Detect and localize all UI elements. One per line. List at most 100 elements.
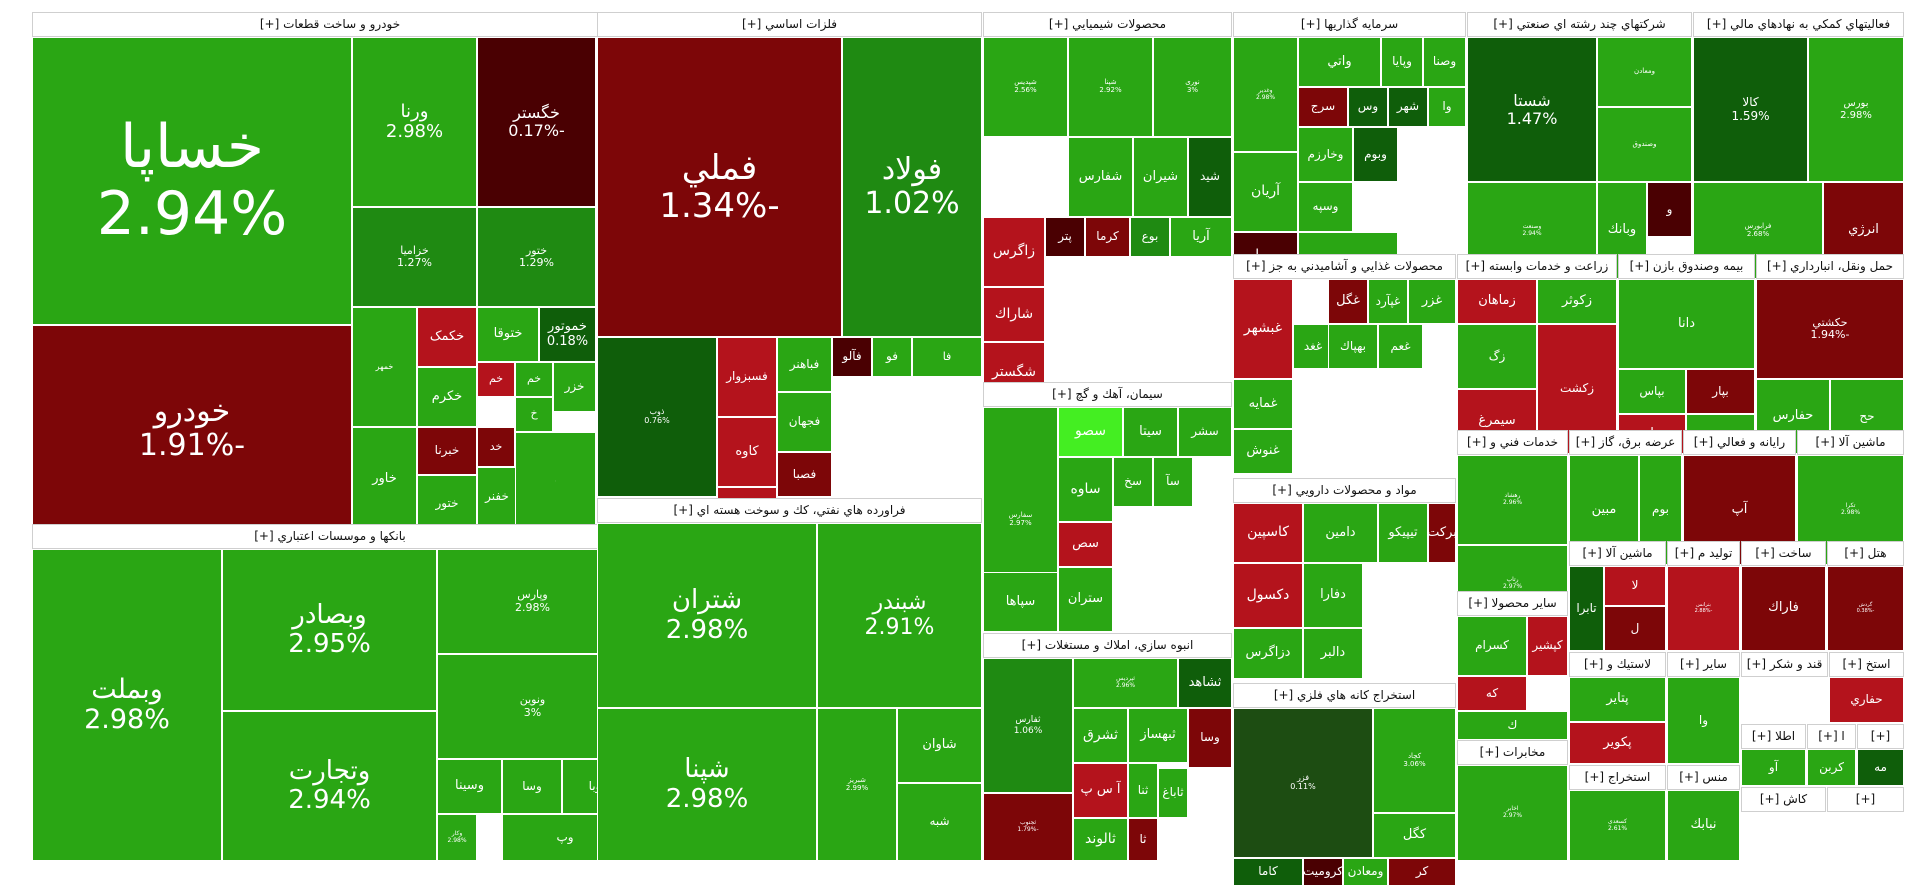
stock-tile[interactable]: فباهنر — [777, 337, 832, 392]
stock-tile[interactable]: ثجنوب -1.79% — [983, 793, 1073, 861]
stock-tile[interactable]: دالبر — [1303, 628, 1363, 679]
sector-header[interactable]: حمل ونقل، انبارداري [+] — [1756, 254, 1904, 279]
stock-tile[interactable]: بپار — [1686, 369, 1755, 414]
stock-tile[interactable]: كسرام — [1457, 616, 1527, 676]
stock-tile[interactable]: زاگرس — [983, 217, 1045, 287]
sector-header[interactable]: ماشين آلا [+] — [1569, 541, 1666, 566]
sector-header[interactable]: ا [+] — [1807, 724, 1856, 749]
stock-tile[interactable]: زگ — [1457, 324, 1537, 389]
stock-tile[interactable]: خد — [477, 427, 515, 467]
sector-header[interactable]: هتل [+] — [1827, 541, 1904, 566]
stock-tile[interactable]: دامين — [1303, 503, 1378, 563]
stock-tile[interactable]: سرج — [1298, 87, 1348, 127]
stock-tile[interactable]: مه — [1857, 749, 1904, 786]
sector-header[interactable]: كاش [+] — [1741, 787, 1826, 812]
stock-tile[interactable]: خکمک — [417, 307, 477, 367]
stock-tile[interactable]: كه — [1457, 676, 1527, 711]
sector-header[interactable]: فراورده هاي نفتي، كك و سوخت هسته اي [+] — [597, 498, 982, 523]
stock-tile[interactable]: خودرو -1.91% — [32, 325, 352, 532]
stock-tile[interactable]: وپارس 2.98% — [437, 549, 628, 654]
sector-header[interactable]: [+] — [1857, 724, 1904, 749]
sector-header[interactable]: استخراج [+] — [1569, 765, 1666, 790]
stock-tile[interactable]: خفنر — [477, 467, 517, 527]
stock-tile[interactable]: حكشتي -1.94% — [1756, 279, 1904, 379]
sector-header[interactable]: استخراج كانه هاي فلزي [+] — [1233, 683, 1456, 708]
stock-tile[interactable]: شبريز 2.99% — [817, 708, 897, 861]
stock-tile[interactable]: خساپا 2.94% — [32, 37, 352, 325]
stock-tile[interactable]: خاور — [352, 427, 417, 532]
stock-tile[interactable]: فسبزوار — [717, 337, 777, 417]
sector-header[interactable]: سرمايه گذاريها [+] — [1233, 12, 1466, 37]
stock-tile[interactable]: تيپيكو — [1378, 503, 1428, 563]
sector-header[interactable]: رايانه و فعالي [+] — [1683, 430, 1796, 455]
stock-tile[interactable]: خزر — [553, 362, 596, 412]
stock-tile[interactable]: كگل — [1373, 813, 1456, 858]
stock-tile[interactable]: ختور 1.29% — [477, 207, 596, 307]
sector-header[interactable]: ساير محصولا [+] — [1457, 591, 1568, 616]
stock-tile[interactable]: غنوش — [1233, 429, 1293, 474]
stock-tile[interactable]: کاوه — [717, 417, 777, 487]
stock-tile[interactable]: سص — [1058, 522, 1113, 567]
stock-tile[interactable]: دكسول — [1233, 563, 1303, 628]
stock-tile[interactable]: بترانس -2.88% — [1667, 566, 1740, 651]
stock-tile[interactable]: شيران — [1133, 137, 1188, 217]
stock-tile[interactable]: وخارزم — [1298, 127, 1353, 182]
sector-header[interactable]: عرضه برق، گاز [+] — [1569, 430, 1682, 455]
sector-header[interactable]: انبوه سازي، املاك و مستغلات [+] — [983, 633, 1232, 658]
stock-tile[interactable]: شبندر 2.91% — [817, 523, 982, 708]
stock-tile[interactable]: وپايا — [1381, 37, 1423, 87]
stock-tile[interactable]: خ — [515, 397, 553, 432]
stock-tile[interactable]: ثپردیس 2.96% — [1073, 658, 1178, 708]
stock-tile[interactable]: خبرنا — [417, 427, 477, 475]
sector-header[interactable]: بانكها و موسسات اعتباري [+] — [32, 524, 628, 549]
sector-header[interactable]: استخ [+] — [1829, 652, 1904, 677]
stock-tile[interactable]: وکار 2.98% — [437, 814, 477, 861]
stock-tile[interactable]: شستا 1.47% — [1467, 37, 1597, 182]
stock-tile[interactable]: فاراك — [1741, 566, 1826, 651]
stock-tile[interactable]: دانا — [1618, 279, 1755, 369]
stock-tile[interactable]: شاوان — [897, 708, 982, 783]
sector-header[interactable]: قند و شكر [+] — [1741, 652, 1828, 677]
stock-tile[interactable]: ثبهساز — [1128, 708, 1188, 763]
stock-tile[interactable]: شپنا 2.98% — [597, 708, 817, 861]
sector-header[interactable]: بيمه وصندوق بازن [+] — [1618, 254, 1755, 279]
stock-tile[interactable]: شتران 2.98% — [597, 523, 817, 708]
sector-header[interactable]: توليد م [+] — [1667, 541, 1740, 566]
stock-tile[interactable]: آريان — [1233, 152, 1298, 232]
stock-tile[interactable]: كر — [1388, 858, 1456, 886]
stock-tile[interactable]: لا — [1604, 566, 1666, 606]
sector-header[interactable]: محصولات غذايي و آشاميدني به جز [+] — [1233, 254, 1456, 279]
stock-tile[interactable]: وسا — [502, 759, 562, 814]
stock-tile[interactable]: كربن — [1807, 749, 1856, 786]
stock-tile[interactable]: سخ — [1113, 457, 1153, 507]
stock-tile[interactable]: ساوه — [1058, 457, 1113, 522]
stock-tile[interactable]: نوری 3% — [1153, 37, 1232, 137]
sector-header[interactable]: سيمان، آهك و گچ [+] — [983, 382, 1232, 407]
stock-tile[interactable]: ثا — [1128, 818, 1158, 861]
stock-tile[interactable]: شبه — [897, 783, 982, 861]
stock-tile[interactable]: فا — [912, 337, 982, 377]
sector-header[interactable]: فلزات اساسي [+] — [597, 12, 982, 37]
sector-header[interactable]: لاستيك و [+] — [1569, 652, 1666, 677]
stock-tile[interactable]: زكوثر — [1537, 279, 1617, 324]
stock-tile[interactable]: ثاباغ — [1158, 768, 1188, 818]
stock-tile[interactable]: تابرا — [1569, 566, 1604, 651]
stock-tile[interactable]: ومعادن — [1343, 858, 1388, 886]
stock-tile[interactable]: وس — [1348, 87, 1388, 127]
stock-tile[interactable]: فملي -1.34% — [597, 37, 842, 337]
stock-tile[interactable]: ختوقا — [477, 307, 539, 362]
stock-tile[interactable]: غپآرد — [1368, 279, 1408, 324]
stock-tile[interactable]: ثشاهد — [1178, 658, 1232, 708]
stock-tile[interactable]: غگل — [1328, 279, 1368, 324]
stock-tile[interactable]: كچاد 3.06% — [1373, 708, 1456, 813]
stock-tile[interactable]: ل — [1604, 606, 1666, 651]
stock-tile[interactable]: وبصادر 2.95% — [222, 549, 437, 711]
stock-tile[interactable]: پتاير — [1569, 677, 1666, 722]
stock-tile[interactable]: سشر — [1178, 407, 1232, 457]
stock-tile[interactable]: شپديس 2.56% — [983, 37, 1068, 137]
sector-header[interactable]: خودرو و ساخت قطعات [+] — [32, 12, 628, 37]
stock-tile[interactable]: و — [1647, 182, 1692, 237]
stock-tile[interactable]: وصنا — [1423, 37, 1466, 87]
stock-tile[interactable]: غعم — [1378, 324, 1423, 369]
stock-tile[interactable]: سپاها — [983, 572, 1058, 632]
